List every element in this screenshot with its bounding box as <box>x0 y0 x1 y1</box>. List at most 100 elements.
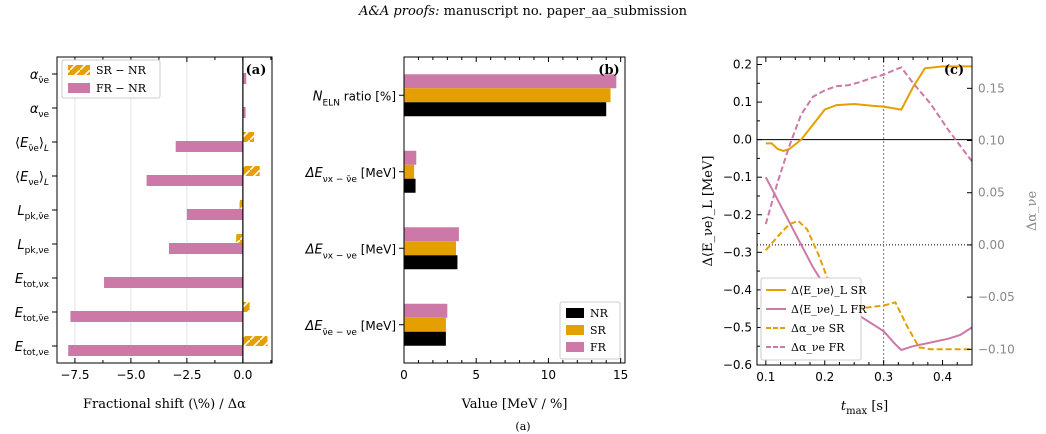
panel-c-ytick-label: −0.2 <box>723 208 752 222</box>
panel-b-bar-fr <box>404 74 617 89</box>
panel-a-bar-fr <box>242 73 247 84</box>
panel-c-ytick-label: 0.2 <box>733 58 752 72</box>
panel-c-legend-box <box>760 277 862 361</box>
panel-a-xtick-label: −7.5 <box>60 368 89 382</box>
panel-b-xtick-label: 0 <box>400 368 408 382</box>
panel-b-legend-swatch-fr <box>566 342 584 352</box>
panel-c-ytick-label: −0.4 <box>723 283 752 297</box>
journal-name: A&A proofs: <box>358 4 440 19</box>
panel-a-ytick-label: ⟨Eν̄e⟩L <box>15 136 49 154</box>
page-header: A&A proofs: manuscript no. paper_aa_subm… <box>0 4 1046 19</box>
panel-c-ytick-right-label: 0.10 <box>978 134 1005 148</box>
panel-b-bar-fr <box>404 150 417 165</box>
panel-c-xlabel: tmax [s] <box>841 399 888 417</box>
panel-b-xtick-label: 15 <box>613 368 628 382</box>
panel-c-ylabel-left: Δ⟨E_νe⟩_L [MeV] <box>701 156 716 267</box>
panel-a-ytick-label: Etot,ν̄e <box>15 306 50 324</box>
panel-a-legend-label-sr: SR − NR <box>96 64 147 77</box>
panel-a-xtick-label: −2.5 <box>172 368 201 382</box>
panel-b-bar-sr <box>404 88 611 103</box>
panel-b-legend-label-nr: NR <box>590 307 609 320</box>
panel-b-bar-nr <box>404 178 416 193</box>
panel-a-xtick-label: −5.0 <box>116 368 145 382</box>
panel-c-legend-label-0: Δ⟨E_νe⟩_L SR <box>791 284 867 297</box>
panel-b-bar-fr <box>404 303 448 318</box>
panel-a-ytick-label: Lpk,νe <box>17 238 49 256</box>
panel-b-legend-label-sr: SR <box>590 324 607 337</box>
panel-c-xtick-label: 0.4 <box>933 370 952 384</box>
panel-b-bar-nr <box>404 331 446 346</box>
panel-c-ytick-label: 0.1 <box>733 95 752 109</box>
panel-a-bar-sr <box>242 302 250 312</box>
panel-a-bar-fr <box>168 243 243 254</box>
panel-b-label: (b) <box>598 63 619 78</box>
panel-b-ytick-label: ΔEνx − ν̄e [MeV] <box>305 166 396 185</box>
panel-c-xtick-label: 0.1 <box>756 370 775 384</box>
panel-a-bar-fr <box>146 175 243 186</box>
panel-c-line-dalpha-fr <box>764 66 973 225</box>
panel-c-frame <box>756 56 973 366</box>
panel-a-bar-sr <box>239 200 243 210</box>
panel-c-ytick-right-label: 0.00 <box>978 238 1005 252</box>
panel-b-legend-label-fr: FR <box>590 341 607 354</box>
panel-c-legend-label-3: Δα_νe FR <box>791 341 845 354</box>
panel-a-legend-label-fr: FR − NR <box>96 82 147 95</box>
panel-c-line-de-fr <box>764 176 973 352</box>
panel-c-xtick-label: 0.3 <box>874 370 893 384</box>
manuscript-label: manuscript no. paper_aa_submission <box>443 4 688 19</box>
panel-a-ytick-label: Etot,νx <box>15 272 50 290</box>
panel-b-xlabel: Value [MeV / %] <box>461 397 568 412</box>
panel-c-ytick-right-label: −0.05 <box>978 290 1015 304</box>
panel-a-ytick-label: ανe <box>30 102 50 120</box>
panel-a-frame <box>56 56 273 364</box>
panel-b-bar-sr <box>404 164 415 179</box>
panel-a-bar-fr <box>175 141 243 152</box>
panel-b-xtick-label: 10 <box>541 368 556 382</box>
panel-a-xlabel: Fractional shift (\%) / Δα <box>83 397 246 412</box>
panel-a-bar-fr <box>104 277 243 288</box>
panel-c-line-de-sr <box>765 65 972 152</box>
panel-a-ytick-label: Etot,νe <box>15 340 50 358</box>
panel-c-ytick-label: 0.0 <box>733 133 752 147</box>
panel-a-legend-swatch-sr <box>68 65 90 75</box>
panel-c-ytick-label: −0.6 <box>723 358 752 372</box>
panel-a-ytick-label: Lpk,ν̄e <box>17 204 49 222</box>
panel-b-xtick-label: 5 <box>472 368 480 382</box>
panel-b-ytick-label: NELN ratio [%] <box>313 89 396 108</box>
panel-a-bar-fr <box>242 107 246 118</box>
panel-c-ytick-right-label: 0.15 <box>978 81 1005 95</box>
panel-a-ytick-label: ⟨Eνe⟩L <box>15 170 49 188</box>
panel-a-bar-sr <box>242 132 255 142</box>
panel-c-ytick-right-label: −0.10 <box>978 342 1015 356</box>
panel-b-bar-sr <box>404 241 456 256</box>
panel-c-ytick-label: −0.5 <box>723 320 752 334</box>
panel-a-bar-fr <box>68 345 243 356</box>
panel-b-legend-swatch-nr <box>566 308 584 318</box>
panel-c-legend-label-1: Δ⟨E_νe⟩_L FR <box>791 303 867 316</box>
panel-c-label: (c) <box>944 63 964 78</box>
panel-a-label: (a) <box>246 63 267 78</box>
panel-c-xtick-label: 0.2 <box>815 370 834 384</box>
panel-a-ytick-label: αν̄e <box>30 68 50 86</box>
panel-b-ytick-label: ΔEν̄e − νe [MeV] <box>304 319 396 338</box>
panel-c-legend-label-2: Δα_νe SR <box>791 322 845 335</box>
panel-a-bar-sr <box>236 234 243 244</box>
panel-c-ytick-label: −0.3 <box>723 245 752 259</box>
panel-c-ytick-right-label: 0.05 <box>978 186 1005 200</box>
panel-b-bar-nr <box>404 255 458 270</box>
panel-b-bar-sr <box>404 317 446 332</box>
panel-b-bar-fr <box>404 227 459 242</box>
figure-caption: (a) <box>515 420 531 433</box>
panel-a-xtick-label: 0.0 <box>233 368 252 382</box>
panel-b-frame <box>403 56 626 364</box>
panel-c-ytick-label: −0.1 <box>723 170 752 184</box>
panel-a-bar-fr <box>186 209 243 220</box>
panel-b-bar-nr <box>404 102 607 117</box>
panel-a-bar-sr <box>242 336 268 346</box>
panel-a-bar-fr <box>70 311 243 322</box>
panel-c-ylabel-right: Δα_νe <box>1025 191 1040 232</box>
panel-b-ytick-label: ΔEνx − νe [MeV] <box>305 242 396 261</box>
panel-a-legend-swatch-fr <box>68 83 90 93</box>
panel-b-legend-swatch-sr <box>566 325 584 335</box>
